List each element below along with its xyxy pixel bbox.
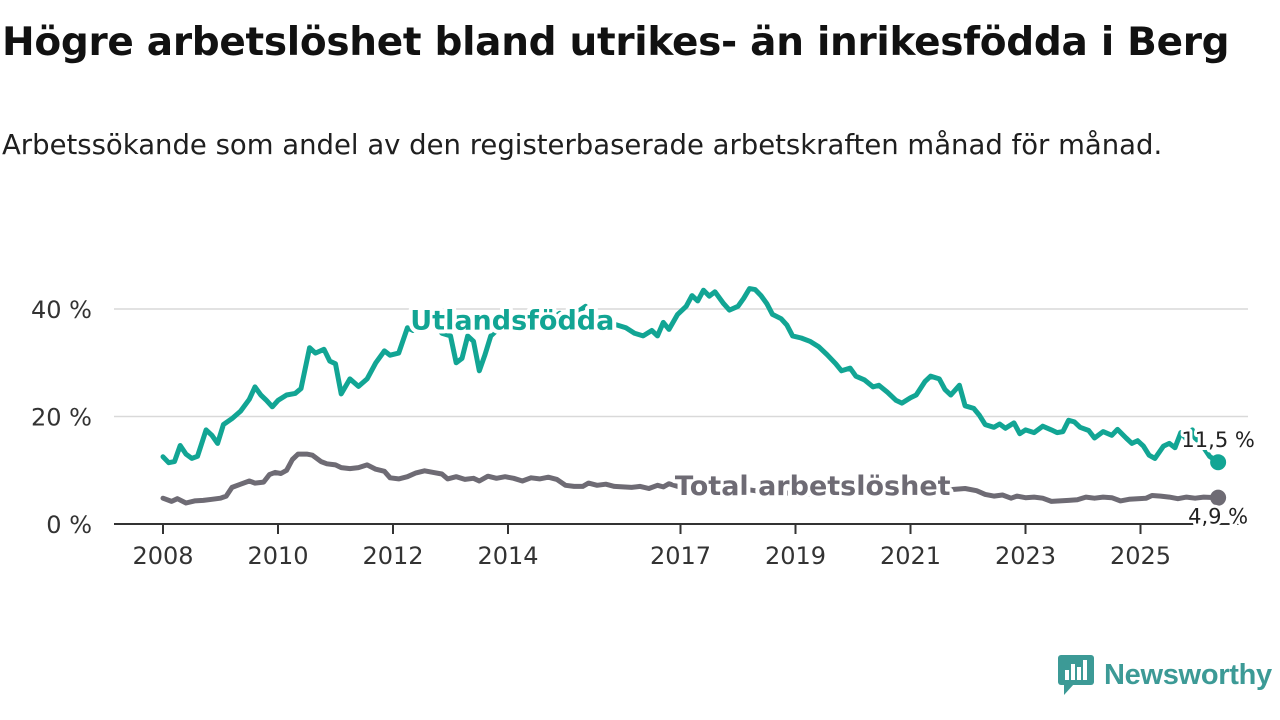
x-tick-label: 2017 xyxy=(650,542,711,570)
y-tick-label: 20 % xyxy=(31,404,92,432)
y-axis: 0 % 20 % 40 % xyxy=(31,296,92,539)
end-value-label: 11,5 % xyxy=(1181,428,1254,452)
series-label: Utlandsfödda xyxy=(410,305,614,336)
series-end-dot xyxy=(1210,454,1227,471)
x-tick-label: 2023 xyxy=(995,542,1056,570)
x-tick-label: 2014 xyxy=(477,542,538,570)
gridlines xyxy=(114,308,1248,418)
x-tick-label: 2008 xyxy=(132,542,193,570)
series-label: Total arbetslöshet xyxy=(675,471,951,502)
bar-chart-speech-bubble-icon xyxy=(1058,655,1094,695)
x-tick-label: 2025 xyxy=(1110,542,1171,570)
series-label-halo: Total arbetslöshet xyxy=(675,471,951,502)
end-value-halo: 4,9 % xyxy=(1188,505,1248,529)
chart-title: Högre arbetslöshet bland utrikes- än inr… xyxy=(2,20,1230,65)
x-tick-label: 2021 xyxy=(880,542,941,570)
x-tick-label: 2010 xyxy=(247,542,308,570)
series-line-utlandsfodda xyxy=(160,286,1221,466)
newsworthy-logo: Newsworthy xyxy=(1058,653,1272,697)
x-tick-label: 2019 xyxy=(765,542,826,570)
series-lines xyxy=(160,286,1227,506)
x-tick-label: 2012 xyxy=(362,542,423,570)
y-tick-label: 0 % xyxy=(46,511,92,539)
chart-subtitle: Arbetssökande som andel av den registerb… xyxy=(2,129,1163,161)
y-tick-label: 40 % xyxy=(31,296,92,324)
end-value-halo: 11,5 % xyxy=(1181,428,1254,452)
brand-name: Newsworthy xyxy=(1104,658,1272,691)
series-end-dot xyxy=(1210,489,1227,506)
end-value-label: 4,9 % xyxy=(1188,505,1248,529)
series-line-total xyxy=(160,451,1221,506)
x-axis: 2008 2010 2012 2014 2017 2019 2021 2023 2025 xyxy=(114,523,1248,570)
series-label-halo: Utlandsfödda xyxy=(410,305,614,336)
